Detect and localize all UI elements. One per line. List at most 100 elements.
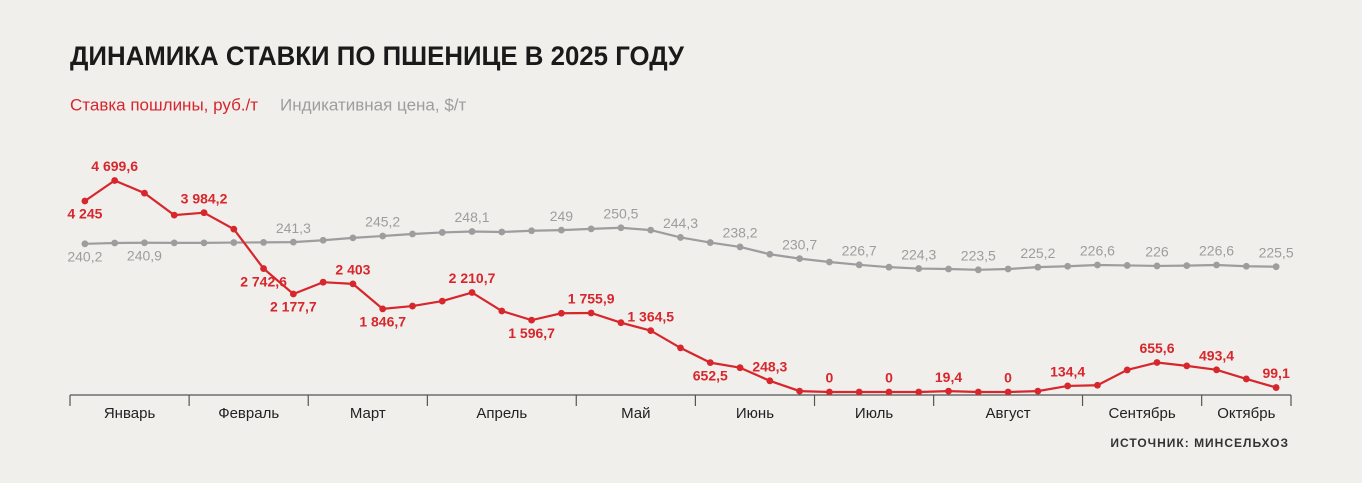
x-tick-label: Август bbox=[986, 405, 1031, 422]
data-label: 2 403 bbox=[335, 262, 370, 278]
data-label: 249 bbox=[550, 208, 574, 224]
data-point bbox=[170, 239, 178, 247]
data-label: 4 245 bbox=[67, 206, 102, 222]
data-point bbox=[677, 234, 684, 241]
data-label: 0 bbox=[885, 370, 893, 386]
data-point bbox=[647, 327, 655, 334]
data-point bbox=[141, 189, 148, 197]
data-point bbox=[766, 250, 774, 258]
data-point bbox=[468, 289, 476, 296]
x-tick-label: Январь bbox=[104, 405, 156, 422]
data-point bbox=[1153, 359, 1161, 366]
data-label: 1 755,9 bbox=[568, 291, 615, 307]
data-point bbox=[528, 316, 535, 324]
data-point bbox=[1034, 263, 1042, 271]
legend-entry: Индикативная цена, $/т bbox=[280, 95, 466, 114]
data-point bbox=[706, 239, 714, 246]
data-label: 226,6 bbox=[1080, 243, 1115, 259]
data-point bbox=[289, 238, 297, 246]
data-point bbox=[1242, 375, 1250, 383]
data-label: 226,6 bbox=[1199, 243, 1234, 259]
data-point bbox=[1094, 381, 1101, 389]
data-label: 2 742,6 bbox=[240, 273, 287, 289]
data-point bbox=[260, 239, 267, 246]
data-point bbox=[945, 265, 952, 273]
data-point bbox=[468, 228, 476, 235]
data-point bbox=[349, 234, 357, 242]
x-tick-label: Июль bbox=[855, 405, 893, 422]
data-label: 2 210,7 bbox=[449, 270, 496, 286]
data-point bbox=[409, 302, 416, 310]
data-point bbox=[826, 258, 833, 266]
data-label: 240,2 bbox=[67, 249, 102, 265]
data-point bbox=[81, 197, 89, 205]
x-tick-label: Май bbox=[621, 405, 650, 422]
x-tick-label: Октябрь bbox=[1217, 405, 1275, 422]
data-label: 224,3 bbox=[901, 246, 936, 262]
data-point bbox=[736, 243, 744, 251]
data-label: 248,1 bbox=[455, 209, 490, 225]
data-label: 230,7 bbox=[782, 236, 817, 252]
data-label: 652,5 bbox=[693, 367, 728, 383]
data-point bbox=[1213, 366, 1220, 374]
data-label: 134,4 bbox=[1050, 364, 1085, 380]
data-point bbox=[855, 261, 863, 269]
data-point bbox=[111, 177, 119, 184]
data-point bbox=[1242, 262, 1250, 270]
data-label: 244,3 bbox=[663, 215, 698, 231]
data-point bbox=[111, 239, 119, 247]
data-point bbox=[1123, 262, 1131, 269]
data-point bbox=[885, 263, 893, 271]
data-point bbox=[1183, 262, 1191, 270]
x-tick-label: Июнь bbox=[736, 405, 774, 422]
data-point bbox=[974, 388, 982, 396]
data-point bbox=[647, 226, 655, 234]
data-point bbox=[766, 377, 774, 385]
data-point bbox=[289, 290, 297, 298]
data-point bbox=[855, 388, 863, 396]
data-point bbox=[796, 387, 804, 395]
data-label: 226,7 bbox=[842, 243, 877, 259]
data-point bbox=[587, 309, 595, 317]
data-point bbox=[319, 278, 327, 286]
data-label: 226 bbox=[1145, 244, 1169, 260]
data-point bbox=[230, 239, 238, 246]
data-point bbox=[1272, 384, 1280, 391]
chart-title: ДИНАМИКА СТАВКИ ПО ПШЕНИЦЕ В 2025 ГОДУ bbox=[70, 41, 685, 71]
data-point bbox=[200, 209, 208, 217]
data-point bbox=[409, 230, 416, 238]
data-point bbox=[1064, 382, 1072, 390]
data-label: 655,6 bbox=[1139, 340, 1174, 356]
data-point bbox=[1004, 265, 1012, 273]
data-label: 250,5 bbox=[603, 205, 638, 221]
data-point bbox=[1123, 366, 1131, 374]
data-label: 223,5 bbox=[961, 248, 996, 264]
data-point bbox=[1004, 388, 1012, 396]
data-point bbox=[260, 265, 267, 272]
data-label: 240,9 bbox=[127, 247, 162, 263]
data-point bbox=[885, 388, 893, 396]
data-label: 0 bbox=[826, 370, 834, 386]
data-point bbox=[587, 225, 595, 233]
data-label: 0 bbox=[1004, 370, 1012, 386]
data-point bbox=[498, 228, 506, 236]
data-label: 225,5 bbox=[1259, 244, 1294, 260]
data-point bbox=[319, 236, 327, 244]
data-point bbox=[1064, 262, 1072, 270]
data-point bbox=[349, 280, 357, 288]
x-tick-label: Март bbox=[350, 405, 386, 422]
data-point bbox=[915, 388, 923, 396]
data-label: 1 846,7 bbox=[359, 314, 406, 330]
data-point bbox=[141, 239, 148, 247]
data-point bbox=[1034, 387, 1042, 395]
data-point bbox=[1272, 263, 1280, 271]
data-point bbox=[677, 344, 684, 352]
data-point bbox=[617, 319, 625, 327]
data-point bbox=[1183, 362, 1191, 370]
data-point bbox=[974, 266, 982, 274]
data-point bbox=[200, 239, 208, 247]
data-point bbox=[557, 309, 565, 317]
data-point bbox=[706, 359, 714, 367]
data-point bbox=[826, 388, 833, 396]
